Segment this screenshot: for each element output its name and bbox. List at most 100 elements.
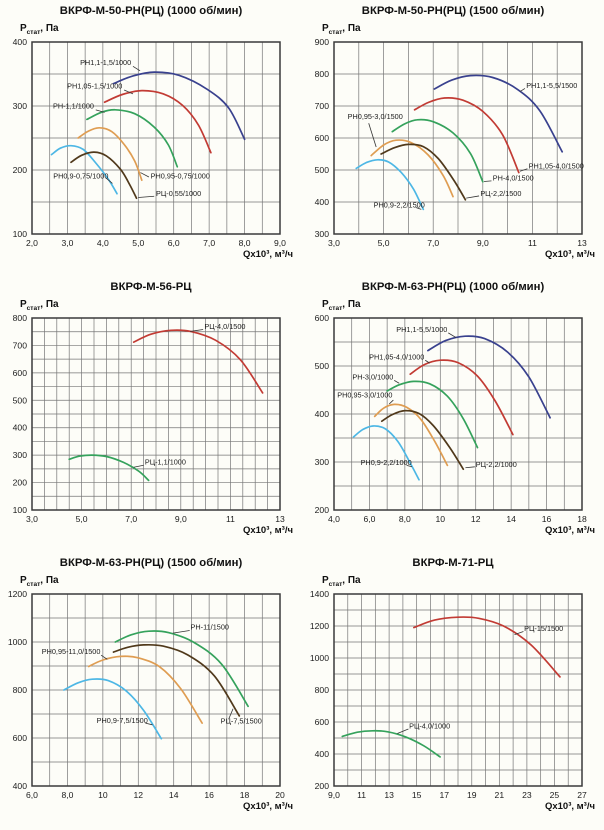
- x-tick-label: 2,0: [26, 238, 38, 248]
- x-tick-label: 11: [528, 238, 537, 248]
- x-tick-label: 5,0: [132, 238, 144, 248]
- grid: [31, 41, 281, 235]
- curve-label: РЦ-0,55/1000: [156, 189, 201, 198]
- x-tick-label: 5,0: [76, 514, 88, 524]
- label-leader-line: [519, 88, 526, 92]
- curve: [132, 329, 264, 394]
- y-tick-label: 1000: [310, 653, 329, 663]
- chart-vkrf-m-56-rc: ВКРФ-М-56-РЦ Pстат, Па 3,0 5,0 7,0 9,0 11 13 1…: [0, 276, 302, 552]
- label-leader-line: [415, 207, 422, 210]
- y-tick-label: 300: [13, 101, 28, 111]
- tick-labels: 3,0 5,0 7,0 9,0 11 13 100 200 300 400 500 600 700 800: [13, 313, 285, 524]
- curves: РН1,1-1,5/1000 РН1,05-1,5/1000 РН-1,1/1000…: [50, 58, 246, 200]
- x-tick-label: 11: [226, 514, 235, 524]
- curve: [112, 71, 246, 141]
- chart-title: ВКРФ-М-56-РЦ: [110, 281, 192, 293]
- chart-canvas: 2,0 3,0 4,0 5,0 6,0 7,0 8,0 9,0 100 200 300 400 РН1,…: [13, 37, 287, 248]
- label-leader-line: [190, 329, 204, 332]
- y-tick-label: 800: [315, 685, 330, 695]
- curves: РЦ-4,0/1500 РЦ-1,1/1000: [68, 322, 264, 482]
- x-tick-label: 25: [550, 790, 560, 800]
- label-leader-line: [406, 464, 413, 468]
- grid: [31, 317, 281, 511]
- label-leader-line: [388, 399, 394, 405]
- label-leader-line: [425, 359, 430, 364]
- x-tick-label: 3,0: [61, 238, 73, 248]
- y-tick-label: 800: [13, 685, 28, 695]
- chart-vkrf-m-71-rc: ВКРФ-М-71-РЦ Pстат, Па 9,0 11 13 15 17 19 21 23…: [302, 552, 604, 828]
- curve: [380, 409, 465, 471]
- label-leader-line: [465, 466, 475, 469]
- y-tick-label: 800: [315, 69, 330, 79]
- x-axis-label: Qх10³, м³/ч: [242, 801, 293, 812]
- y-tick-label: 400: [315, 409, 330, 419]
- x-tick-label: 18: [240, 790, 250, 800]
- tick-labels: 2,0 3,0 4,0 5,0 6,0 7,0 8,0 9,0 100 200 300 400: [13, 37, 287, 248]
- y-axis-label: Pстат, Па: [322, 23, 361, 36]
- curve-label: РН0,95-11,0/1500: [42, 647, 101, 656]
- y-tick-label: 1400: [310, 589, 329, 599]
- curve-label: РН1,05-4,0/1500: [529, 161, 584, 170]
- grid: [333, 593, 583, 787]
- curve: [409, 359, 514, 436]
- x-tick-label: 17: [439, 790, 449, 800]
- curves: РН1,1-5,5/1000 РН1,05-4,0/1000 РН-3,0/1000…: [337, 325, 551, 481]
- curve-label: РН1,1-1,5/1000: [80, 58, 131, 67]
- x-tick-label: 16: [204, 790, 214, 800]
- label-leader-line: [519, 168, 528, 172]
- chart-title: ВКРФ-М-71-РЦ: [412, 557, 494, 569]
- chart-canvas: 4,0 6,0 8,0 10 12 14 16 18 200 300 400 500 600 РН1,1-…: [315, 313, 587, 524]
- x-tick-label: 20: [275, 790, 285, 800]
- curve: [70, 151, 138, 200]
- y-tick-label: 400: [13, 781, 28, 791]
- y-tick-label: 100: [13, 229, 28, 239]
- chart-canvas: 3,0 5,0 7,0 9,0 11 13 100 200 300 400 500 600 700 800…: [13, 313, 285, 524]
- curve-label: РЦ-4,0/1000: [409, 721, 450, 730]
- curve-label: РЦ-4,0/1500: [204, 322, 245, 331]
- curve-label: РЦ-2,2/1000: [476, 460, 517, 469]
- x-axis-label: Qх10³, м³/ч: [544, 525, 595, 536]
- y-tick-label: 500: [13, 395, 28, 405]
- y-tick-label: 700: [315, 101, 330, 111]
- curve: [68, 454, 150, 482]
- curve: [433, 74, 564, 153]
- y-tick-label: 600: [315, 717, 330, 727]
- x-tick-label: 6,0: [26, 790, 38, 800]
- y-tick-label: 600: [13, 368, 28, 378]
- chart-vkrf-m-63-rn-1000: ВКРФ-М-63-РН(РЦ) (1000 об/мин) Pстат, Па…: [302, 276, 604, 552]
- y-tick-label: 500: [315, 165, 330, 175]
- y-tick-label: 400: [315, 749, 330, 759]
- x-axis-label: Qх10³, м³/ч: [242, 525, 293, 536]
- y-axis-label: Pстат, Па: [322, 575, 361, 588]
- chart-title: ВКРФ-М-63-РН(РЦ) (1000 об/мин): [361, 281, 545, 293]
- curve-label: РН0,95-3,0/1000: [337, 391, 392, 400]
- chart-title: ВКРФ-М-63-РН(РЦ) (1500 об/мин): [59, 557, 243, 569]
- x-tick-label: 4,0: [97, 238, 109, 248]
- x-tick-label: 14: [506, 514, 516, 524]
- curve-label: РН-11/1500: [191, 623, 229, 632]
- curve: [50, 144, 118, 195]
- y-axis-label: Pстат, Па: [20, 23, 59, 36]
- tick-labels: 4,0 6,0 8,0 10 12 14 16 18 200 300 400 500 600: [315, 313, 587, 524]
- chart-vkrf-m-63-rn-1500: ВКРФ-М-63-РН(РЦ) (1500 об/мин) Pстат, Па…: [0, 552, 302, 828]
- grid: [31, 593, 281, 787]
- x-tick-label: 9,0: [274, 238, 286, 248]
- y-tick-label: 200: [315, 505, 330, 515]
- curve-label: РЦ-7,5/1500: [221, 717, 262, 726]
- tick-labels: 6,0 8,0 10 12 14 16 18 20 400 600 800 1000 1200: [8, 589, 285, 800]
- label-leader-line: [448, 332, 457, 339]
- x-tick-label: 9,0: [328, 790, 340, 800]
- x-tick-label: 7,0: [203, 238, 215, 248]
- curves: РЦ-15/1500 РЦ-4,0/1000: [341, 616, 563, 758]
- label-leader-line: [397, 728, 409, 734]
- chart-vkrf-m-50-rn-1000: ВКРФ-М-50-РН(РЦ) (1000 об/мин) Pстат, Па…: [0, 0, 302, 276]
- y-tick-label: 1000: [8, 637, 27, 647]
- label-leader-line: [95, 109, 105, 113]
- y-tick-label: 100: [13, 505, 28, 515]
- y-axis-label: Pстат, Па: [20, 575, 59, 588]
- plot-border: [333, 593, 583, 787]
- x-tick-label: 3,0: [328, 238, 340, 248]
- curve: [114, 630, 249, 708]
- curve-label: РН0,9-7,5/1500: [97, 716, 148, 725]
- y-tick-label: 600: [13, 733, 28, 743]
